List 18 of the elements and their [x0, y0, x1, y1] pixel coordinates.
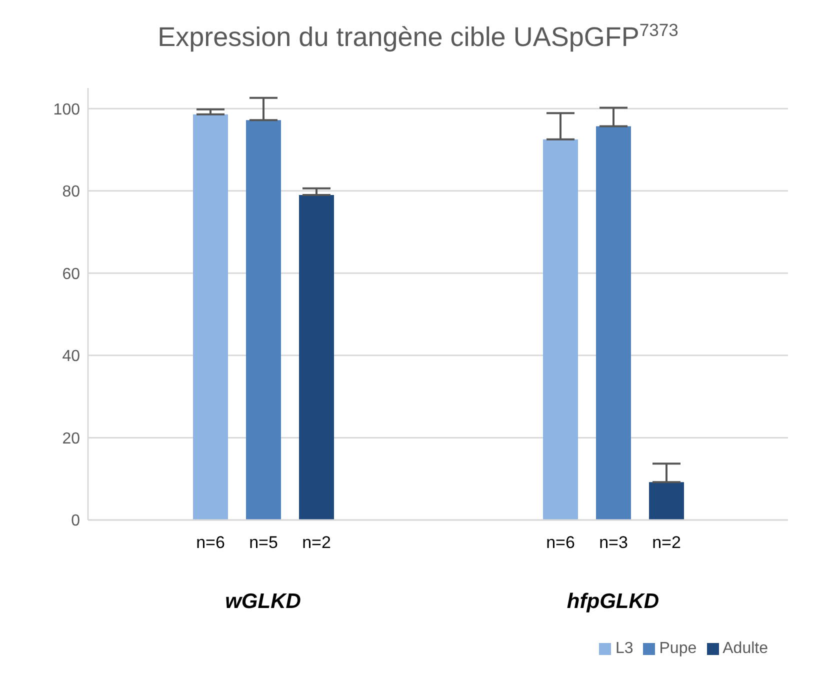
legend-label: Pupe [659, 640, 697, 657]
y-tick-label: 60 [62, 266, 80, 283]
y-tick-label: 80 [62, 184, 80, 201]
y-tick-label: 100 [53, 101, 80, 118]
text: n=2 [652, 533, 681, 552]
text: n=3 [599, 533, 628, 552]
x-tick-label: wGLKD [225, 590, 301, 613]
text: n=5 [249, 533, 278, 552]
chart-title: Expression du trangène cible UASpGFP$^{7373}$ [158, 20, 678, 52]
text: n=6 [546, 533, 575, 552]
legend-label: Adulte [722, 640, 768, 657]
x-tick-label: hfpGLKD [566, 590, 660, 613]
y-tick-label: 40 [62, 348, 80, 366]
text: n=2 [302, 533, 331, 552]
y-tick-label: 0 [71, 512, 80, 530]
legend-label: L3 [615, 640, 634, 657]
y-tick-label: 20 [62, 430, 80, 448]
text: n=6 [196, 533, 225, 552]
